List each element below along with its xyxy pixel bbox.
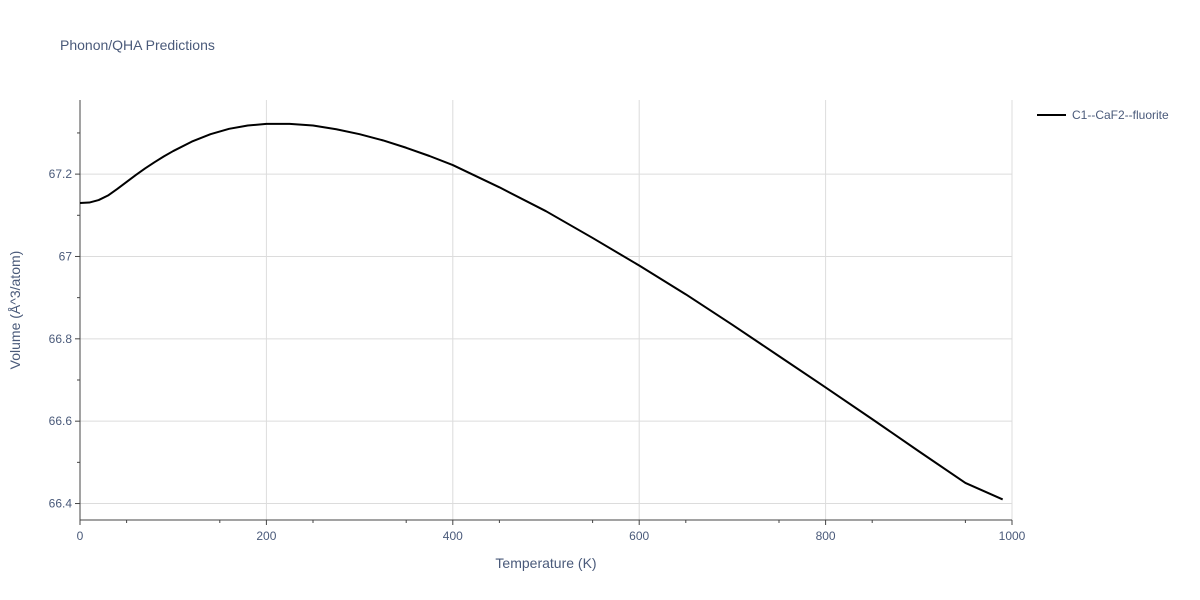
legend[interactable]: C1--CaF2--fluorite xyxy=(1037,108,1169,122)
series-layer xyxy=(79,122,1004,501)
y-tick-label: 67 xyxy=(59,249,73,263)
x-tick-label: 400 xyxy=(443,529,463,543)
y-axis-title: Volume (Å^3/atom) xyxy=(7,251,23,370)
x-tick-label: 200 xyxy=(256,529,276,543)
x-tick-label: 800 xyxy=(816,529,836,543)
x-tick-label: 1000 xyxy=(999,529,1026,543)
x-tick-label: 600 xyxy=(629,529,649,543)
legend-label: C1--CaF2--fluorite xyxy=(1072,108,1169,122)
grid xyxy=(80,100,1013,520)
y-tick-label: 66.6 xyxy=(49,414,73,428)
ticks: 0 200 400 600 800 1000 66.4 66.6 66.8 67 67.2 xyxy=(49,132,1026,543)
axes xyxy=(79,100,1012,521)
x-tick-label: 0 xyxy=(77,529,84,543)
y-tick-label: 67.2 xyxy=(49,167,73,181)
series-line xyxy=(79,122,1004,501)
chart-title: Phonon/QHA Predictions xyxy=(60,37,215,53)
x-axis-title: Temperature (K) xyxy=(495,555,596,571)
y-tick-label: 66.4 xyxy=(49,497,73,511)
y-tick-label: 66.8 xyxy=(49,332,73,346)
